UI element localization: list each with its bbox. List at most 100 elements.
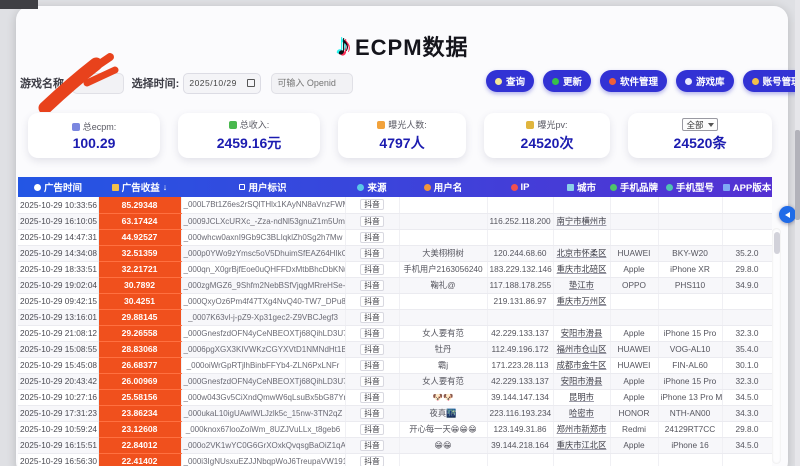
table-row: 2025-10-29 14:47:31 44.92527 _000whcw0axnI… xyxy=(18,229,772,246)
city-cell[interactable]: 安阳市滑县 xyxy=(553,325,611,342)
ad-revenue-cell: 30.4251 xyxy=(98,293,182,310)
table-row: 2025-10-29 10:59:24 23.12608 _000knox67loo… xyxy=(18,421,772,438)
user-id-cell: _000w043Gv5CiXndQmwW6qLsuBx5bG87YnRj xyxy=(181,389,346,406)
col-ad-time[interactable]: 广告时间 xyxy=(18,177,98,197)
table-scrollbar[interactable] xyxy=(772,228,781,464)
ad-time-cell: 2025-10-29 10:33:56 xyxy=(18,197,99,214)
software-manage-button[interactable]: 软件管理 xyxy=(600,70,668,92)
table-row: 2025-10-29 18:33:51 32.21721 _000qn_X0grBj… xyxy=(18,261,772,278)
city-cell[interactable]: 福州市仓山区 xyxy=(553,341,611,358)
user-id-cell: _000GnesfzdOFN4yCeNBEOXTj68QihLD3U7 xyxy=(181,373,346,390)
phone-model-cell: iPhone 15 Pro xyxy=(658,373,723,390)
app-version-cell: 32.3.0 xyxy=(722,325,772,342)
city-cell[interactable]: 哈密市 xyxy=(553,405,611,422)
phone-brand-cell xyxy=(610,453,659,466)
page-scrollbar[interactable] xyxy=(795,0,800,466)
app-version-cell: 34.5.0 xyxy=(722,389,772,406)
scope-select[interactable]: 全部 xyxy=(682,118,718,131)
app-version-cell xyxy=(722,309,772,326)
phone-brand-cell xyxy=(610,293,659,310)
table-scrollbar-thumb[interactable] xyxy=(773,232,780,254)
phone-brand-cell: OPPO xyxy=(610,277,659,294)
ip-cell: 42.229.133.137 xyxy=(487,325,554,342)
phone-model-cell: iPhone 15 Pro xyxy=(658,325,723,342)
phone-brand-cell: HUAWEI xyxy=(610,357,659,374)
city-cell[interactable]: 郑州市新郑市 xyxy=(553,421,611,438)
ad-time-cell: 2025-10-29 16:15:51 xyxy=(18,437,99,454)
col-ip[interactable]: IP xyxy=(487,177,553,197)
ad-revenue-cell: 32.21721 xyxy=(98,261,182,278)
ad-time-cell: 2025-10-29 18:33:51 xyxy=(18,261,99,278)
city-cell[interactable]: 重庆市万州区 xyxy=(553,293,611,310)
username-cell: 女人要有范 xyxy=(399,325,488,342)
source-badge: 抖音 xyxy=(360,439,384,451)
stat-card-total-income: 总收入: 2459.16元 xyxy=(178,113,320,158)
ip-cell: 223.116.193.234 xyxy=(487,405,554,422)
city-cell[interactable]: 重庆市北碚区 xyxy=(553,261,611,278)
username-cell xyxy=(399,197,488,214)
page-scrollbar-thumb[interactable] xyxy=(795,130,800,220)
city-cell[interactable]: 成都市金牛区 xyxy=(553,357,611,374)
collapse-fab-button[interactable] xyxy=(779,206,796,223)
source-cell: 抖音 xyxy=(345,389,400,406)
game-library-button[interactable]: 游戏库 xyxy=(676,70,734,92)
city-cell[interactable]: 垫江市 xyxy=(553,277,611,294)
tiktok-note-icon: ♪ xyxy=(336,29,351,62)
username-cell xyxy=(399,229,488,246)
app-version-cell: 29.8.0 xyxy=(722,421,772,438)
city-cell[interactable]: 南宁市横州市 xyxy=(553,213,611,230)
phone-model-cell: iPhone 13 Pro Max xyxy=(658,389,723,406)
phone-model-cell: PHS110 xyxy=(658,277,723,294)
source-cell: 抖音 xyxy=(345,453,400,466)
city-cell[interactable]: 昆明市 xyxy=(553,389,611,406)
ip-cell: 171.223.28.113 xyxy=(487,357,554,374)
col-app-version[interactable]: APP版本 xyxy=(722,177,772,197)
col-ad-revenue[interactable]: 广告收益 ↓ xyxy=(98,177,181,197)
user-id-cell: _000i3IgNUsxuEZJJNbqpWoJ6TreupaVW191 xyxy=(181,453,346,466)
source-badge: 抖音 xyxy=(360,343,384,355)
source-badge: 抖音 xyxy=(360,359,384,371)
city-cell[interactable]: 安阳市滑县 xyxy=(553,373,611,390)
account-manage-button[interactable]: 账号管理 xyxy=(742,70,800,92)
sort-desc-icon[interactable]: ↓ xyxy=(162,182,168,192)
col-username[interactable]: 用户名 xyxy=(399,177,487,197)
username-cell xyxy=(399,293,488,310)
col-city[interactable]: 城市 xyxy=(553,177,610,197)
city-cell[interactable]: 重庆市江北区 xyxy=(553,437,611,454)
ip-cell: 219.131.86.97 xyxy=(487,293,554,310)
software-icon xyxy=(609,77,617,85)
scope-select-value: 全部 xyxy=(686,119,704,130)
username-cell xyxy=(399,309,488,326)
openid-input[interactable] xyxy=(271,72,354,94)
refresh-button[interactable]: 更新 xyxy=(543,70,592,92)
col-phone-brand[interactable]: 手机品牌 xyxy=(610,177,658,197)
app-version-cell xyxy=(722,293,772,310)
username-cell: 手机用户2163056240 xyxy=(399,261,488,278)
table-row: 2025-10-29 10:27:16 25.58156 _000w043Gv5Ci… xyxy=(18,389,772,406)
app-version-cell: 30.1.0 xyxy=(722,357,772,374)
date-picker[interactable]: 2025/10/29 xyxy=(183,72,262,94)
col-phone-model[interactable]: 手机型号 xyxy=(658,177,722,197)
ip-pin-icon xyxy=(510,183,518,191)
col-user-id[interactable]: 用户标识 xyxy=(181,177,345,197)
table-body: 2025-10-29 10:33:56 85.29348 _000L7Bt1Z6es… xyxy=(18,197,772,466)
table-row: 2025-10-29 16:10:05 63.17424 _0009JCLXcURX… xyxy=(18,213,772,230)
people-icon xyxy=(377,120,386,129)
phone-brand-cell: Apple xyxy=(610,389,659,406)
ad-time-cell: 2025-10-29 14:34:08 xyxy=(18,245,99,262)
phone-brand-cell: HONOR xyxy=(610,405,659,422)
table-row: 2025-10-29 19:02:04 30.7892 _000zgMGZ6_9Sh… xyxy=(18,277,772,294)
game-name-input[interactable] xyxy=(71,72,124,94)
ad-time-cell: 2025-10-29 10:27:16 xyxy=(18,389,99,406)
query-button[interactable]: 查询 xyxy=(486,70,535,92)
city-cell[interactable]: 北京市怀柔区 xyxy=(553,245,611,262)
app-logo: ♪ ECPM数据 xyxy=(336,30,469,62)
source-badge: 抖音 xyxy=(360,327,384,339)
table-row: 2025-10-29 10:33:56 85.29348 _000L7Bt1Z6es… xyxy=(18,197,772,214)
phone-model-cell: BKY-W20 xyxy=(658,245,723,262)
refresh-button-label: 更新 xyxy=(563,77,583,88)
table-row: 2025-10-29 14:34:08 32.51359 _000p0YWo9zYm… xyxy=(18,245,772,262)
ad-time-cell: 2025-10-29 14:47:31 xyxy=(18,229,99,246)
col-source[interactable]: 来源 xyxy=(345,177,399,197)
phone-brand-cell: HUAWEI xyxy=(610,341,659,358)
